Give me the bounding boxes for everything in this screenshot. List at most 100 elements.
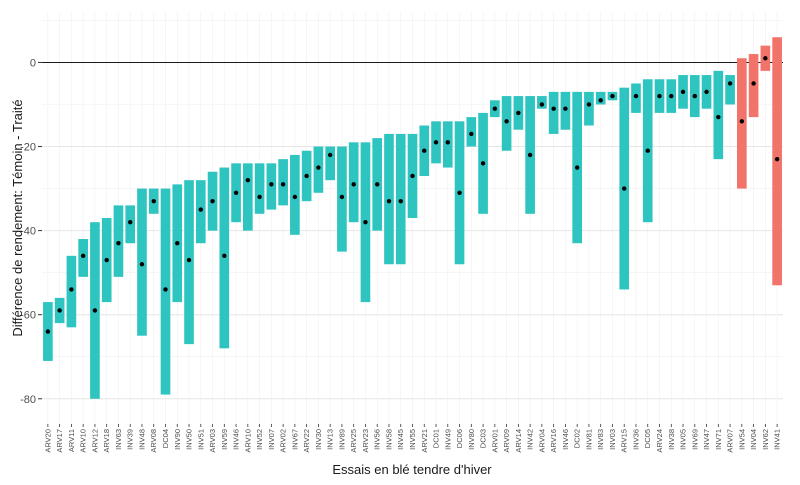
median-point [751,81,756,86]
x-tick-label: INV89 [337,429,346,450]
median-point [139,262,145,267]
x-tick-label: INV67 [290,429,299,450]
median-point [116,241,121,246]
median-point [727,81,733,86]
median-point [151,198,156,204]
median-point [539,102,545,107]
x-tick-label: INV50 [185,429,194,450]
median-point [763,56,768,61]
x-tick-label: INV55 [408,429,417,450]
median-point [269,182,274,187]
median-point [292,194,298,200]
median-point [633,93,639,99]
x-tick-label: INV81 [584,429,593,450]
x-tick-label: INV36 [631,429,640,450]
x-tick-label: INV58 [384,429,393,450]
median-point [598,98,603,103]
y-tick-label: -80 [20,394,36,406]
x-tick-label: INV83 [596,429,605,450]
x-tick-label: INV59 [220,429,229,450]
x-tick-label: INV54 [737,429,746,450]
x-tick-label: INV49 [443,429,452,450]
median-point [92,308,98,313]
median-point [445,140,450,145]
x-tick-label: ARV14 [514,429,523,453]
median-point [57,308,62,313]
median-point [222,253,227,259]
median-point [339,194,345,200]
x-tick-label: INV47 [702,429,711,450]
median-point [104,257,109,263]
median-point [257,194,262,200]
x-tick-label: ARV17 [55,429,64,453]
x-tick-label: DC04 [161,429,170,448]
median-point [128,220,133,225]
x-tick-label: INV52 [255,429,264,450]
median-point [704,89,709,95]
median-point [210,198,215,204]
median-point [680,89,686,95]
median-point [280,182,286,187]
x-tick-label: ARV21 [420,429,429,453]
median-point [245,177,251,183]
x-tick-label: ARV25 [349,429,358,453]
median-point [316,165,321,170]
median-point [739,119,745,124]
x-tick-label: INV13 [326,429,335,450]
x-tick-label: ARV16 [549,429,558,453]
x-tick-label: ARV07 [726,429,735,453]
x-tick-label: ARV20 [43,429,52,453]
median-point [480,161,486,166]
x-tick-label: INV41 [773,429,782,450]
x-tick-label: INV45 [396,429,405,450]
median-point [410,173,415,179]
x-axis: ARV20 ARV17 ARV11 ARV10 ARV12 ARV18 INV63 INV39… [43,424,782,453]
median-point [622,186,627,191]
median-point [492,106,498,111]
y-axis: 0 -20 -40 -60 -80 [20,57,42,406]
x-tick-label: ARV03 [208,429,217,453]
x-tick-label: ARV10 [79,429,88,453]
x-tick-label: INV69 [690,429,699,450]
range-bar [548,91,559,134]
y-tick-label: -20 [20,142,36,154]
x-tick-label: DC05 [643,429,652,448]
x-tick-label: INV38 [667,429,676,450]
median-point [645,148,650,153]
median-point [304,173,309,179]
x-tick-label: INV90 [173,429,182,450]
median-point [351,182,356,187]
x-tick-label: ARV02 [279,429,288,453]
range-bar [725,75,735,105]
median-point [45,329,51,334]
median-point [327,152,333,158]
x-tick-label: ARV18 [102,429,111,453]
x-tick-label: INV48 [137,429,146,450]
y-tick-label: 0 [30,57,36,69]
median-point [504,119,509,124]
range-bar [584,91,594,126]
median-point [774,156,780,162]
x-tick-label: DC01 [432,429,441,448]
median-point [186,257,192,263]
x-tick-label: ARV24 [655,429,664,453]
y-tick-label: -40 [20,226,36,238]
x-tick-label: ARV12 [90,429,99,453]
x-tick-label: INV03 [608,429,617,450]
x-axis-title: Essais en blé tendre d'hiver [332,462,492,477]
median-point [692,93,697,99]
y-tick-label: -60 [20,310,36,322]
x-tick-label: ARV08 [149,429,158,453]
median-point [574,165,580,170]
x-tick-label: INV80 [467,429,476,450]
x-tick-label: DC02 [573,429,582,448]
median-point [80,253,86,259]
x-tick-label: ARV15 [620,429,629,453]
median-point [233,190,239,195]
x-tick-label: INV30 [314,429,323,450]
x-tick-label: INV46 [232,429,241,450]
median-point [586,102,592,107]
x-tick-label: INV39 [126,429,135,450]
median-point [610,93,615,99]
median-point [657,93,662,99]
